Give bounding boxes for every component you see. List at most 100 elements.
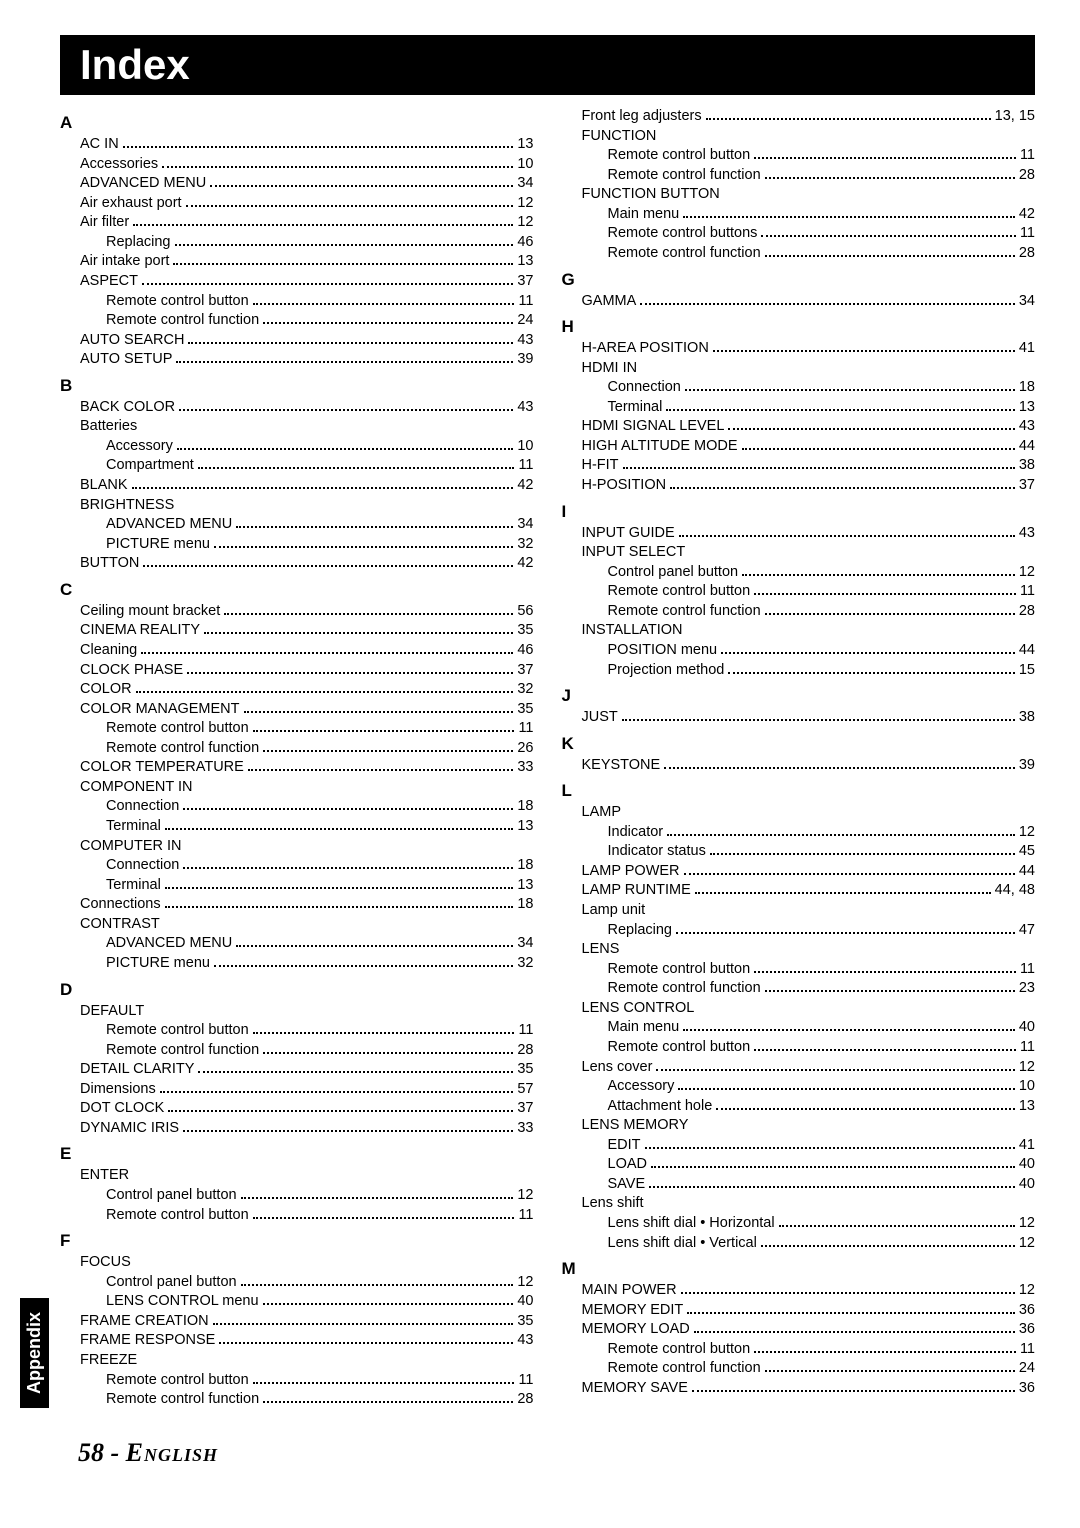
- footer-page-number: 58: [78, 1438, 104, 1467]
- index-entry-label: Remote control function: [106, 1390, 259, 1410]
- leader-dots: [253, 303, 515, 305]
- leader-dots: [253, 1217, 515, 1219]
- index-entry: LENS: [562, 940, 1036, 960]
- index-entry-label: SAVE: [608, 1175, 646, 1195]
- index-entry-label: Attachment hole: [608, 1097, 713, 1117]
- section-tab: Appendix: [20, 1298, 49, 1408]
- index-entry: Remote control button11: [60, 719, 534, 739]
- index-entry: LENS MEMORY: [562, 1116, 1036, 1136]
- index-entry-label: ADVANCED MENU: [106, 515, 232, 535]
- index-entry: FRAME RESPONSE43: [60, 1331, 534, 1351]
- leader-dots: [198, 1071, 513, 1073]
- index-entry: FREEZE: [60, 1351, 534, 1371]
- index-entry: ADVANCED MENU34: [60, 515, 534, 535]
- index-entry-label: Compartment: [106, 456, 194, 476]
- index-entry-page: 18: [1019, 378, 1035, 398]
- index-entry-label: Lens shift dial • Vertical: [608, 1234, 757, 1254]
- leader-dots: [649, 1186, 1015, 1188]
- index-entry-page: 32: [517, 680, 533, 700]
- index-entry-label: Connection: [608, 378, 681, 398]
- index-entry: Remote control function 28: [60, 1390, 534, 1410]
- index-entry-page: 13: [1019, 1097, 1035, 1117]
- index-entry-label: ADVANCED MENU: [80, 174, 206, 194]
- index-entry-page: 44: [1019, 641, 1035, 661]
- index-entry-label: HDMI IN: [582, 359, 638, 379]
- index-entry-page: 28: [1019, 244, 1035, 264]
- index-entry-page: 35: [517, 1060, 533, 1080]
- index-entry-label: FUNCTION: [582, 127, 657, 147]
- leader-dots: [754, 1049, 1016, 1051]
- leader-dots: [685, 389, 1015, 391]
- leader-dots: [263, 1052, 513, 1054]
- index-entry-label: Air exhaust port: [80, 194, 182, 214]
- index-column: AAC IN13Accessories10ADVANCED MENU34Air …: [60, 107, 534, 1410]
- index-entry-label: Remote control button: [608, 960, 751, 980]
- index-entry: INPUT GUIDE43: [562, 524, 1036, 544]
- index-entry: Connection18: [60, 856, 534, 876]
- leader-dots: [645, 1147, 1015, 1149]
- index-entry-label: Accessories: [80, 155, 158, 175]
- leader-dots: [136, 691, 514, 693]
- index-entry-page: 43: [1019, 524, 1035, 544]
- index-entry-page: 32: [517, 535, 533, 555]
- index-entry-page: 24: [1019, 1359, 1035, 1379]
- index-entry-label: COLOR MANAGEMENT: [80, 700, 240, 720]
- index-entry-label: Remote control buttons: [608, 224, 758, 244]
- index-entry: ASPECT37: [60, 272, 534, 292]
- index-entry: FUNCTION: [562, 127, 1036, 147]
- index-entry-page: 11: [1020, 960, 1035, 980]
- index-entry-label: Remote control function: [608, 979, 761, 999]
- index-entry-label: DYNAMIC IRIS: [80, 1119, 179, 1139]
- index-entry-label: GAMMA: [582, 292, 637, 312]
- leader-dots: [236, 526, 513, 528]
- index-entry-label: COMPONENT IN: [80, 778, 193, 798]
- leader-dots: [213, 1323, 514, 1325]
- index-entry-label: MEMORY LOAD: [582, 1320, 690, 1340]
- index-entry-page: 44: [1019, 862, 1035, 882]
- index-entry-label: Terminal: [106, 817, 161, 837]
- index-entry-label: Indicator status: [608, 842, 706, 862]
- index-entry-label: Replacing: [608, 921, 673, 941]
- index-entry-label: PICTURE menu: [106, 535, 210, 555]
- index-entry-label: Air filter: [80, 213, 129, 233]
- leader-dots: [236, 945, 513, 947]
- section-letter: D: [60, 980, 534, 1000]
- index-entry: Remote control function26: [60, 739, 534, 759]
- index-entry: Connection 18: [562, 378, 1036, 398]
- index-entry: Dimensions57: [60, 1080, 534, 1100]
- index-entry: COLOR MANAGEMENT35: [60, 700, 534, 720]
- index-entry: Lamp unit: [562, 901, 1036, 921]
- index-entry-label: Connection: [106, 797, 179, 817]
- index-entry-label: H-AREA POSITION: [582, 339, 709, 359]
- index-entry-label: Batteries: [80, 417, 137, 437]
- index-entry-page: 13: [1019, 398, 1035, 418]
- index-entry: Remote control button11: [562, 1340, 1036, 1360]
- index-entry-label: LAMP: [582, 803, 622, 823]
- index-entry: HDMI SIGNAL LEVEL43: [562, 417, 1036, 437]
- index-entry-label: Lens cover: [582, 1058, 653, 1078]
- index-entry: DOT CLOCK37: [60, 1099, 534, 1119]
- index-entry-page: 38: [1019, 708, 1035, 728]
- index-entry-page: 12: [1019, 823, 1035, 843]
- index-entry: Indicator12: [562, 823, 1036, 843]
- index-entry-label: Remote control button: [608, 582, 751, 602]
- index-entry-page: 28: [517, 1390, 533, 1410]
- index-entry: Connections18: [60, 895, 534, 915]
- index-entry: Connection18: [60, 797, 534, 817]
- index-entry-page: 12: [517, 194, 533, 214]
- index-entry: Control panel button12: [562, 563, 1036, 583]
- index-entry-page: 38: [1019, 456, 1035, 476]
- index-entry: Remote control function28: [562, 166, 1036, 186]
- index-entry: Replacing47: [562, 921, 1036, 941]
- index-entry-page: 11: [1020, 224, 1035, 244]
- leader-dots: [183, 808, 513, 810]
- index-entry-label: Remote control function: [608, 1359, 761, 1379]
- index-entry-page: 13: [517, 876, 533, 896]
- index-entry-label: EDIT: [608, 1136, 641, 1156]
- index-entry-label: FOCUS: [80, 1253, 131, 1273]
- index-entry-page: 37: [517, 661, 533, 681]
- index-entry-page: 11: [1020, 1340, 1035, 1360]
- leader-dots: [765, 990, 1015, 992]
- leader-dots: [666, 409, 1015, 411]
- index-entry-page: 28: [1019, 602, 1035, 622]
